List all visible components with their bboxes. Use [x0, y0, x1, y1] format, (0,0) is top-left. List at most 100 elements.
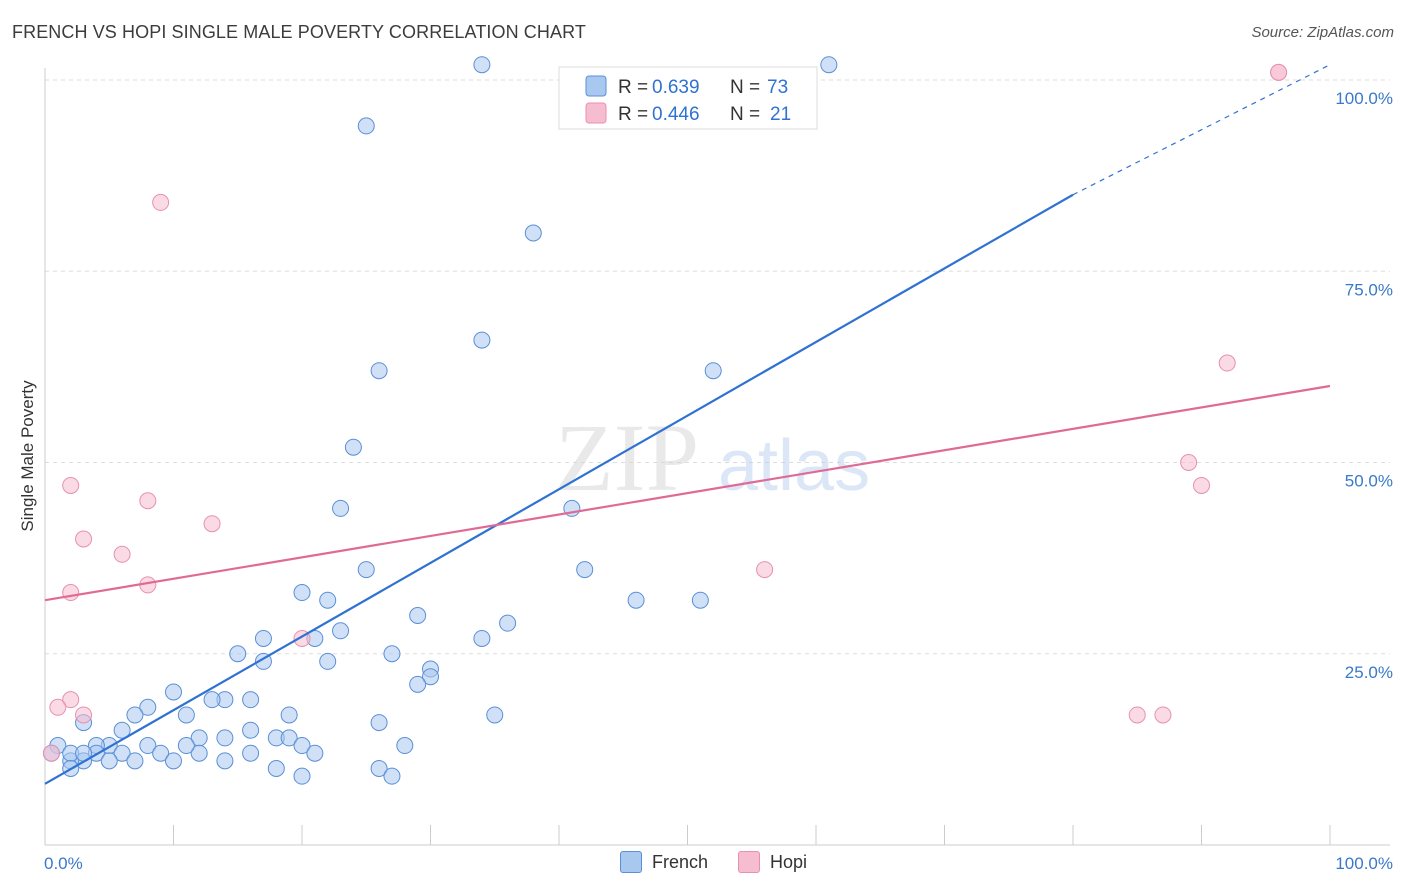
french-legend-swatch: [585, 75, 607, 97]
french-point-18: [332, 622, 350, 640]
french-n-label: N =: [730, 77, 760, 98]
french-point-13: [319, 591, 337, 609]
french-r-value: 0.639: [652, 77, 700, 98]
legend-item-hopi[interactable]: Hopi: [738, 851, 807, 873]
hopi-point-13: [62, 584, 80, 602]
french-swatch: [620, 851, 642, 873]
hopi-point-9: [75, 530, 93, 548]
hopi-point-4: [1180, 454, 1198, 471]
french-point-7: [344, 438, 362, 456]
source-credit: Source: ZipAtlas.com: [1251, 24, 1394, 41]
french-point-4: [473, 331, 491, 349]
hopi-points: [42, 63, 1288, 762]
hopi-point-5: [1193, 476, 1210, 494]
french-point-60: [267, 760, 285, 777]
stats-legend: R = 0.639 N = 73 R = 0.446 N = 21: [558, 66, 818, 130]
french-point-11: [357, 561, 375, 579]
french-point-16: [409, 607, 427, 624]
y-tick-label-1: 50.0%: [1345, 472, 1393, 491]
french-point-41: [242, 721, 260, 739]
french-point-21: [473, 629, 491, 647]
hopi-swatch: [738, 851, 761, 873]
hopi-point-18: [1128, 706, 1146, 724]
french-point-40: [113, 721, 131, 739]
french-point-46: [396, 737, 414, 755]
french-point-2: [357, 117, 375, 135]
french-point-1: [820, 56, 838, 74]
french-n-value: 73: [767, 77, 788, 98]
french-point-71: [177, 737, 195, 755]
y-tick-label-3: 100.0%: [1335, 89, 1393, 108]
french-point-33: [139, 698, 157, 716]
french-point-6: [704, 362, 722, 380]
watermark: ZIP atlas: [555, 404, 870, 511]
hopi-point-20: [42, 744, 60, 762]
french-point-3: [524, 224, 542, 242]
french-point-32: [242, 691, 260, 709]
french-point-5: [370, 362, 388, 380]
french-point-61: [216, 752, 234, 770]
hopi-point-7: [139, 492, 157, 510]
chart-title: FRENCH VS HOPI SINGLE MALE POVERTY CORRE…: [12, 22, 586, 42]
french-point-28: [409, 675, 427, 693]
french-point-22: [229, 645, 247, 663]
french-points: [42, 56, 838, 785]
french-point-38: [370, 714, 388, 732]
hopi-point-2: [152, 193, 170, 211]
hopi-legend-swatch: [585, 102, 607, 124]
french-point-53: [242, 744, 260, 762]
series-legend: French Hopi: [620, 851, 837, 873]
french-point-19: [254, 629, 272, 647]
legend-hopi-label: Hopi: [770, 851, 808, 872]
tick-labels: 25.0% 50.0% 75.0% 100.0% 0.0% 100.0%: [44, 89, 1393, 873]
hopi-point-1: [1270, 63, 1288, 81]
french-point-48: [139, 737, 157, 755]
hopi-point-11: [756, 561, 774, 579]
hopi-point-16: [49, 698, 67, 716]
axes: [44, 68, 1390, 846]
french-point-45: [216, 729, 234, 747]
french-r-label: R =: [618, 77, 648, 98]
gridlines: [45, 79, 1390, 655]
hopi-point-10: [113, 545, 131, 563]
hopi-point-3: [1218, 354, 1236, 372]
trend-lines: [44, 64, 1331, 785]
hopi-trend-line: [44, 384, 1331, 602]
french-point-37: [126, 706, 144, 724]
french-point-47: [293, 737, 311, 755]
french-point-55: [165, 752, 182, 770]
french-point-54: [152, 744, 170, 762]
hopi-n-label: N =: [730, 104, 760, 125]
french-point-64: [306, 744, 324, 762]
french-point-10: [576, 561, 594, 579]
french-trend-extension: [1072, 64, 1331, 196]
french-point-23: [383, 645, 401, 663]
french-point-49: [190, 744, 208, 762]
french-point-36: [486, 706, 504, 724]
french-point-25: [319, 652, 337, 670]
hopi-point-6: [62, 476, 80, 494]
french-point-14: [627, 591, 645, 609]
hopi-point-8: [203, 515, 221, 533]
french-point-12: [293, 584, 311, 602]
french-point-27: [422, 668, 439, 686]
french-point-66: [100, 752, 118, 770]
french-point-31: [203, 691, 221, 709]
french-point-17: [499, 614, 517, 632]
hopi-n-value: 21: [770, 104, 791, 125]
legend-item-french[interactable]: French: [620, 851, 708, 873]
y-tick-label-0: 25.0%: [1345, 663, 1393, 682]
french-point-44: [280, 729, 298, 747]
french-point-15: [691, 591, 709, 609]
hopi-point-15: [62, 691, 80, 709]
french-point-8: [332, 499, 350, 517]
french-trend-line: [44, 193, 1074, 785]
french-point-34: [280, 706, 298, 724]
legend-french-label: French: [652, 851, 709, 872]
french-point-51: [113, 744, 131, 762]
x-tick-label-0: 0.0%: [44, 854, 83, 873]
x-tick-label-1: 100.0%: [1335, 854, 1393, 873]
hopi-r-label: R =: [618, 104, 648, 125]
y-tick-label-2: 75.0%: [1345, 280, 1393, 299]
